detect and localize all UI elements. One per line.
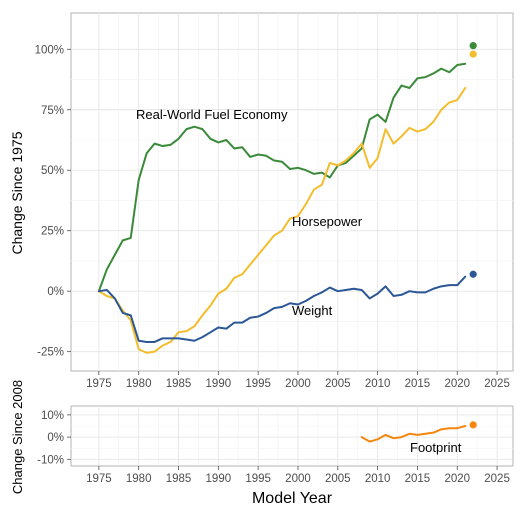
top-y-axis-title: Change Since 1975	[9, 131, 25, 254]
bottom-x-tick-label: 2000	[285, 473, 311, 485]
bottom-x-tick-label: 1980	[126, 473, 152, 485]
bottom-y-tick-label: 0%	[47, 432, 64, 444]
end-point-weight	[469, 270, 477, 278]
top-x-tick-label: 1990	[206, 378, 232, 390]
top-y-tick-label: 50%	[41, 165, 64, 177]
end-point-real-world-fuel-economy	[469, 42, 477, 50]
bottom-x-ticks: 1975 1980 1985 1990 1995 2000 2005 2010 2015 2020…	[86, 466, 510, 485]
end-point-horsepower	[469, 50, 477, 58]
bottom-y-tick-label: 10%	[41, 410, 64, 422]
top-x-tick-label: 2025	[484, 378, 510, 390]
bottom-y-ticks: -10% 0% 10%	[37, 410, 71, 466]
top-x-tick-label: 2000	[285, 378, 311, 390]
top-series-group	[97, 42, 477, 354]
top-x-tick-label: 1975	[86, 378, 112, 390]
bottom-y-tick-label: -10%	[37, 454, 64, 466]
top-y-tick-label: -25%	[37, 347, 64, 359]
series-line-real-world-fuel-economy	[97, 62, 467, 293]
series-label-fuel-economy: Real-World Fuel Economy	[136, 107, 288, 122]
bottom-series-group	[360, 421, 477, 443]
bottom-x-tick-label: 2025	[484, 473, 510, 485]
top-y-ticks: -25% 0% 25% 50% 75% 100%	[35, 44, 71, 359]
top-x-ticks: 1975 1980 1985 1990 1995 2000 2005 2010 2015 2020…	[86, 371, 510, 390]
x-axis-title: Model Year	[252, 490, 333, 507]
bottom-x-tick-label: 2005	[325, 473, 351, 485]
top-x-tick-label: 1980	[126, 378, 152, 390]
series-label-footprint: Footprint	[410, 440, 462, 455]
bottom-x-tick-label: 1975	[86, 473, 112, 485]
bottom-panel-border	[70, 405, 514, 467]
bottom-gridlines	[71, 406, 513, 466]
top-y-tick-label: 100%	[35, 44, 64, 56]
top-y-tick-label: 0%	[47, 286, 64, 298]
series-line-horsepower	[97, 86, 467, 354]
top-x-tick-label: 1995	[245, 378, 271, 390]
top-x-tick-label: 1985	[166, 378, 192, 390]
top-x-tick-label: 2015	[405, 378, 431, 390]
top-x-tick-label: 2010	[365, 378, 391, 390]
series-line-weight	[97, 275, 467, 343]
top-panel-border	[70, 12, 514, 372]
bottom-panel: -10% 0% 10% 1975 1980 1985 1990 1995 2000 2005 20…	[37, 405, 514, 485]
top-y-tick-label: 25%	[41, 226, 64, 238]
series-label-horsepower: Horsepower	[292, 214, 363, 229]
bottom-x-tick-label: 2010	[365, 473, 391, 485]
bottom-x-tick-label: 1990	[206, 473, 232, 485]
top-y-tick-label: 75%	[41, 105, 64, 117]
end-point-footprint	[469, 421, 477, 429]
bottom-x-tick-label: 2020	[444, 473, 470, 485]
top-x-tick-label: 2005	[325, 378, 351, 390]
bottom-y-axis-title: Change Since 2008	[10, 380, 25, 494]
top-panel: -25% 0% 25% 50% 75% 100% 1975 1980 1985 1990 1995…	[35, 12, 514, 390]
series-label-weight: Weight	[292, 303, 333, 318]
top-x-tick-label: 2020	[444, 378, 470, 390]
series-line-footprint	[360, 425, 467, 443]
bottom-x-tick-label: 2015	[405, 473, 431, 485]
bottom-x-tick-label: 1995	[245, 473, 271, 485]
bottom-x-tick-label: 1985	[166, 473, 192, 485]
